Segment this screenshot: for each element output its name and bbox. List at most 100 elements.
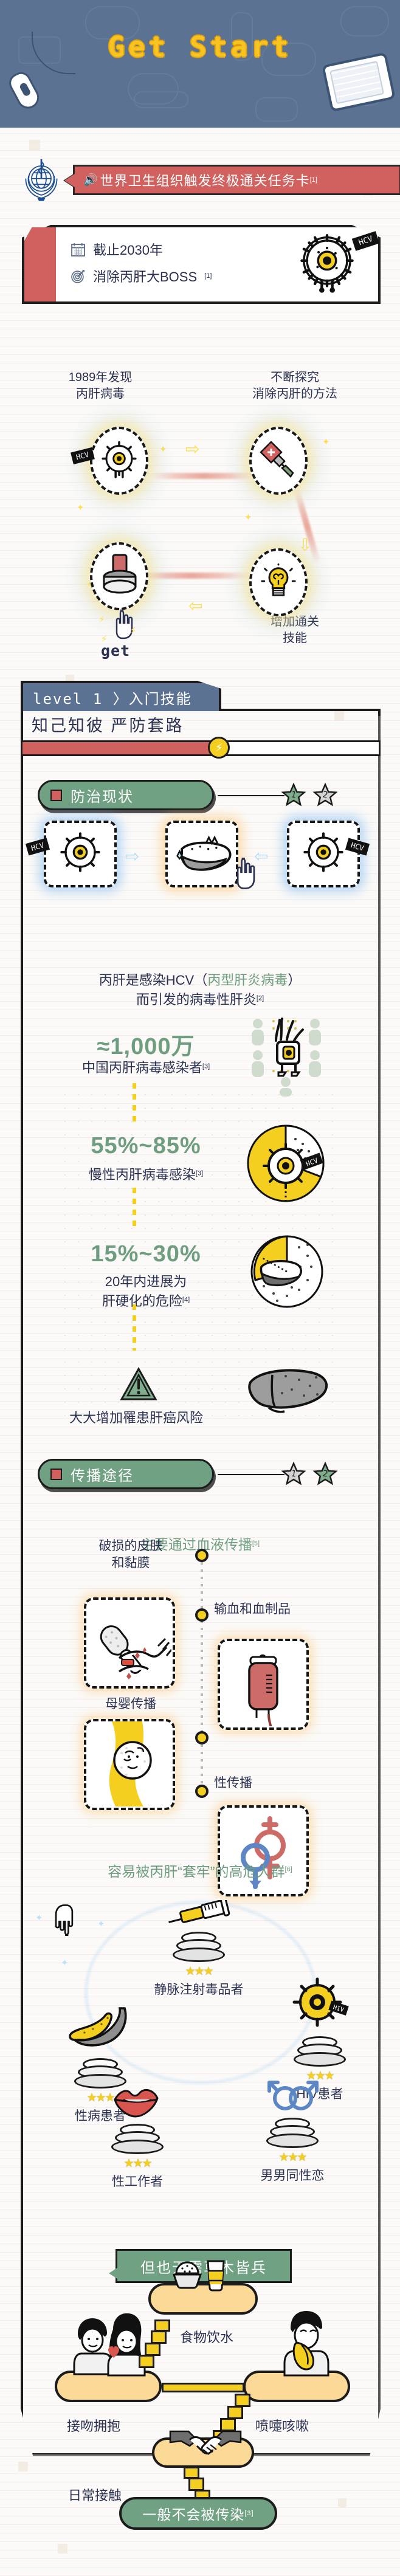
conclusion-pill: 一般不会被传染 [3] <box>119 2497 280 2533</box>
sparkle-icon: ✦ <box>159 444 167 455</box>
pill-square-marker <box>50 789 62 801</box>
risk-groups-heading: 容易被丙肝“套牢”的高危人群[6] <box>108 1864 292 1879</box>
sparkle-icon: ✦ <box>35 1913 43 1923</box>
get-label: get <box>101 642 131 659</box>
definition-line1: 丙肝是感染HCV（丙型肝炎病毒） <box>98 973 302 988</box>
rice-bowl-and-drink-icon <box>172 2260 225 2292</box>
level-tab-label: level 1 〉入门技能 <box>33 690 192 708</box>
route-tile-blood-bag[interactable] <box>218 1639 312 1734</box>
timeline-node-virus[interactable] <box>90 427 148 495</box>
route-tile-injured-arm[interactable] <box>84 1597 175 1689</box>
mission-card: 截止2030年 消除丙肝大BOSS [1] <box>22 225 384 308</box>
risk-pod <box>294 2030 346 2068</box>
donut-chart-cirrhosis-icon <box>250 1235 323 1308</box>
bridge-connector <box>162 2383 244 2392</box>
risk-label: 男男同性恋 <box>260 2169 325 2183</box>
star-connector-line <box>218 1474 284 1475</box>
route-bead-2 <box>195 1608 209 1622</box>
who-emblem-logo <box>17 156 66 205</box>
timeline-node-lightbulb[interactable] <box>249 548 308 616</box>
timeline-caption-1: 1989年发现 丙肝病毒 <box>68 371 133 401</box>
stat-3-label-l1: 20年内进展为 <box>105 1274 187 1289</box>
risk-stars: ★★★ <box>123 2157 152 2170</box>
tile-liver-center[interactable] <box>165 821 238 887</box>
star-1-number: 1 <box>290 1469 297 1479</box>
sparkle-icon: ⚡ <box>130 625 137 636</box>
level-tab: level 1 〉入门技能 <box>21 681 221 711</box>
stat-3-value: 15%~30% <box>91 1241 201 1267</box>
pregnant-fetus-icon <box>109 1721 152 1806</box>
arrow-left-icon: ⇦ <box>254 847 269 866</box>
route-tile-pregnancy[interactable] <box>84 1719 175 1810</box>
stat-2-value: 55%~85% <box>91 1133 201 1159</box>
section-pill-prevention-status[interactable]: 防治现状 <box>38 780 214 810</box>
hcv-virus-icon <box>303 832 343 872</box>
star-2-number: 2 <box>322 790 329 801</box>
star-2-number: 2 <box>322 1469 329 1479</box>
hiv-virus-icon: HIV <box>292 1977 349 2027</box>
gender-symbols-icon <box>241 1816 286 1889</box>
mission-deadline-text: 截止2030年 <box>93 243 163 258</box>
tile-virus-right[interactable] <box>287 821 363 890</box>
lightbulb-icon <box>261 563 296 596</box>
plat-label-sneeze-cough: 喷嚏咳嗽 <box>255 2419 309 2434</box>
speaker-icon: 🔊 <box>83 174 98 187</box>
risk-pod <box>173 1926 225 1963</box>
risk-group-std-patients[interactable]: ★★★ 性病患者 <box>43 2003 158 2124</box>
lightning-bolt-icon: ⚡ <box>208 737 230 759</box>
risk-stars: ★★★ <box>185 1965 213 1978</box>
sparkle-icon: ✦ <box>244 512 252 523</box>
stat-3-label-l2: 肝硬化的危险[4] <box>102 1293 190 1309</box>
risk-label: 静脉注射毒品者 <box>154 1983 244 1997</box>
risk-group-drug-users[interactable]: ★★★ 静脉注射毒品者 <box>141 1900 257 1998</box>
hero-banner: Get Start <box>0 0 400 128</box>
star-2-empty <box>312 782 338 808</box>
section-pill-transmission-routes[interactable]: 传播途径 <box>38 1459 214 1489</box>
timeline-link-3 <box>131 573 252 579</box>
route-label-transfusion: 输血和血制品 <box>214 1602 291 1616</box>
risk-group-msm[interactable]: ★★★ 男男同性恋 <box>235 2071 350 2184</box>
risk-stars: ★★★ <box>86 2092 115 2104</box>
mission-card-red-tab <box>24 227 56 301</box>
banner-tail <box>64 174 75 187</box>
timeline-node-syringe[interactable] <box>249 427 308 495</box>
risk-group-hiv[interactable]: HIV ★★★ HIV患者 <box>265 1977 374 2102</box>
route-tile-gender-symbols[interactable] <box>218 1805 312 1900</box>
handshake-icon <box>169 2430 242 2455</box>
sparkle-icon: ✦ <box>322 437 330 447</box>
timeline-caption-3: 增加通关 技能 <box>271 615 319 645</box>
couple-hugging-icon <box>73 2313 146 2377</box>
hcv-virus-icon <box>102 441 137 478</box>
risk-group-sex-workers[interactable]: ★★★ 性工作者 <box>83 2085 192 2190</box>
progress-bar[interactable]: ⚡ <box>21 737 381 759</box>
level-container: level 1 〉入门技能 <box>21 681 381 2456</box>
timeline-link-1 <box>149 473 258 479</box>
who-banner-text: 世界卫生组织触发终极通关任务卡 <box>100 173 310 188</box>
arrow-right-icon: ⇨ <box>185 439 200 458</box>
stat-1-value: ≈1,000万 <box>97 1034 195 1059</box>
arrow-right-icon: ⇨ <box>125 847 140 866</box>
timeline-node-button[interactable] <box>90 542 148 610</box>
star-1-filled <box>281 782 306 808</box>
page-title: Get Start <box>0 30 400 63</box>
infected-people-crowd-icon <box>252 1018 321 1097</box>
stat-divider-1 <box>133 1083 136 1123</box>
route-label-mother-child: 母婴传播 <box>105 1697 156 1711</box>
tile-virus-left[interactable] <box>44 821 120 890</box>
mission-goal-text: 消除丙肝大BOSS <box>93 269 198 284</box>
route-bead-3 <box>195 1731 209 1744</box>
progress-bar-fill <box>22 742 219 754</box>
star-1-number: 1 <box>290 790 297 801</box>
red-push-button-icon <box>103 554 137 594</box>
warning-text: 大大增加罹患肝癌风险 <box>69 1410 203 1425</box>
pill-label: 传播途径 <box>71 1467 134 1484</box>
injured-arm-icon <box>100 1625 173 1679</box>
pill-square-marker <box>50 1468 62 1480</box>
star-connector-line <box>218 795 284 796</box>
risk-pod <box>266 2112 319 2149</box>
note-tail <box>109 2268 117 2279</box>
risk-pod <box>74 2052 126 2090</box>
platform-sneeze-cough <box>243 2371 353 2405</box>
plat-label-kiss-hug: 接吻拥抱 <box>67 2419 121 2434</box>
